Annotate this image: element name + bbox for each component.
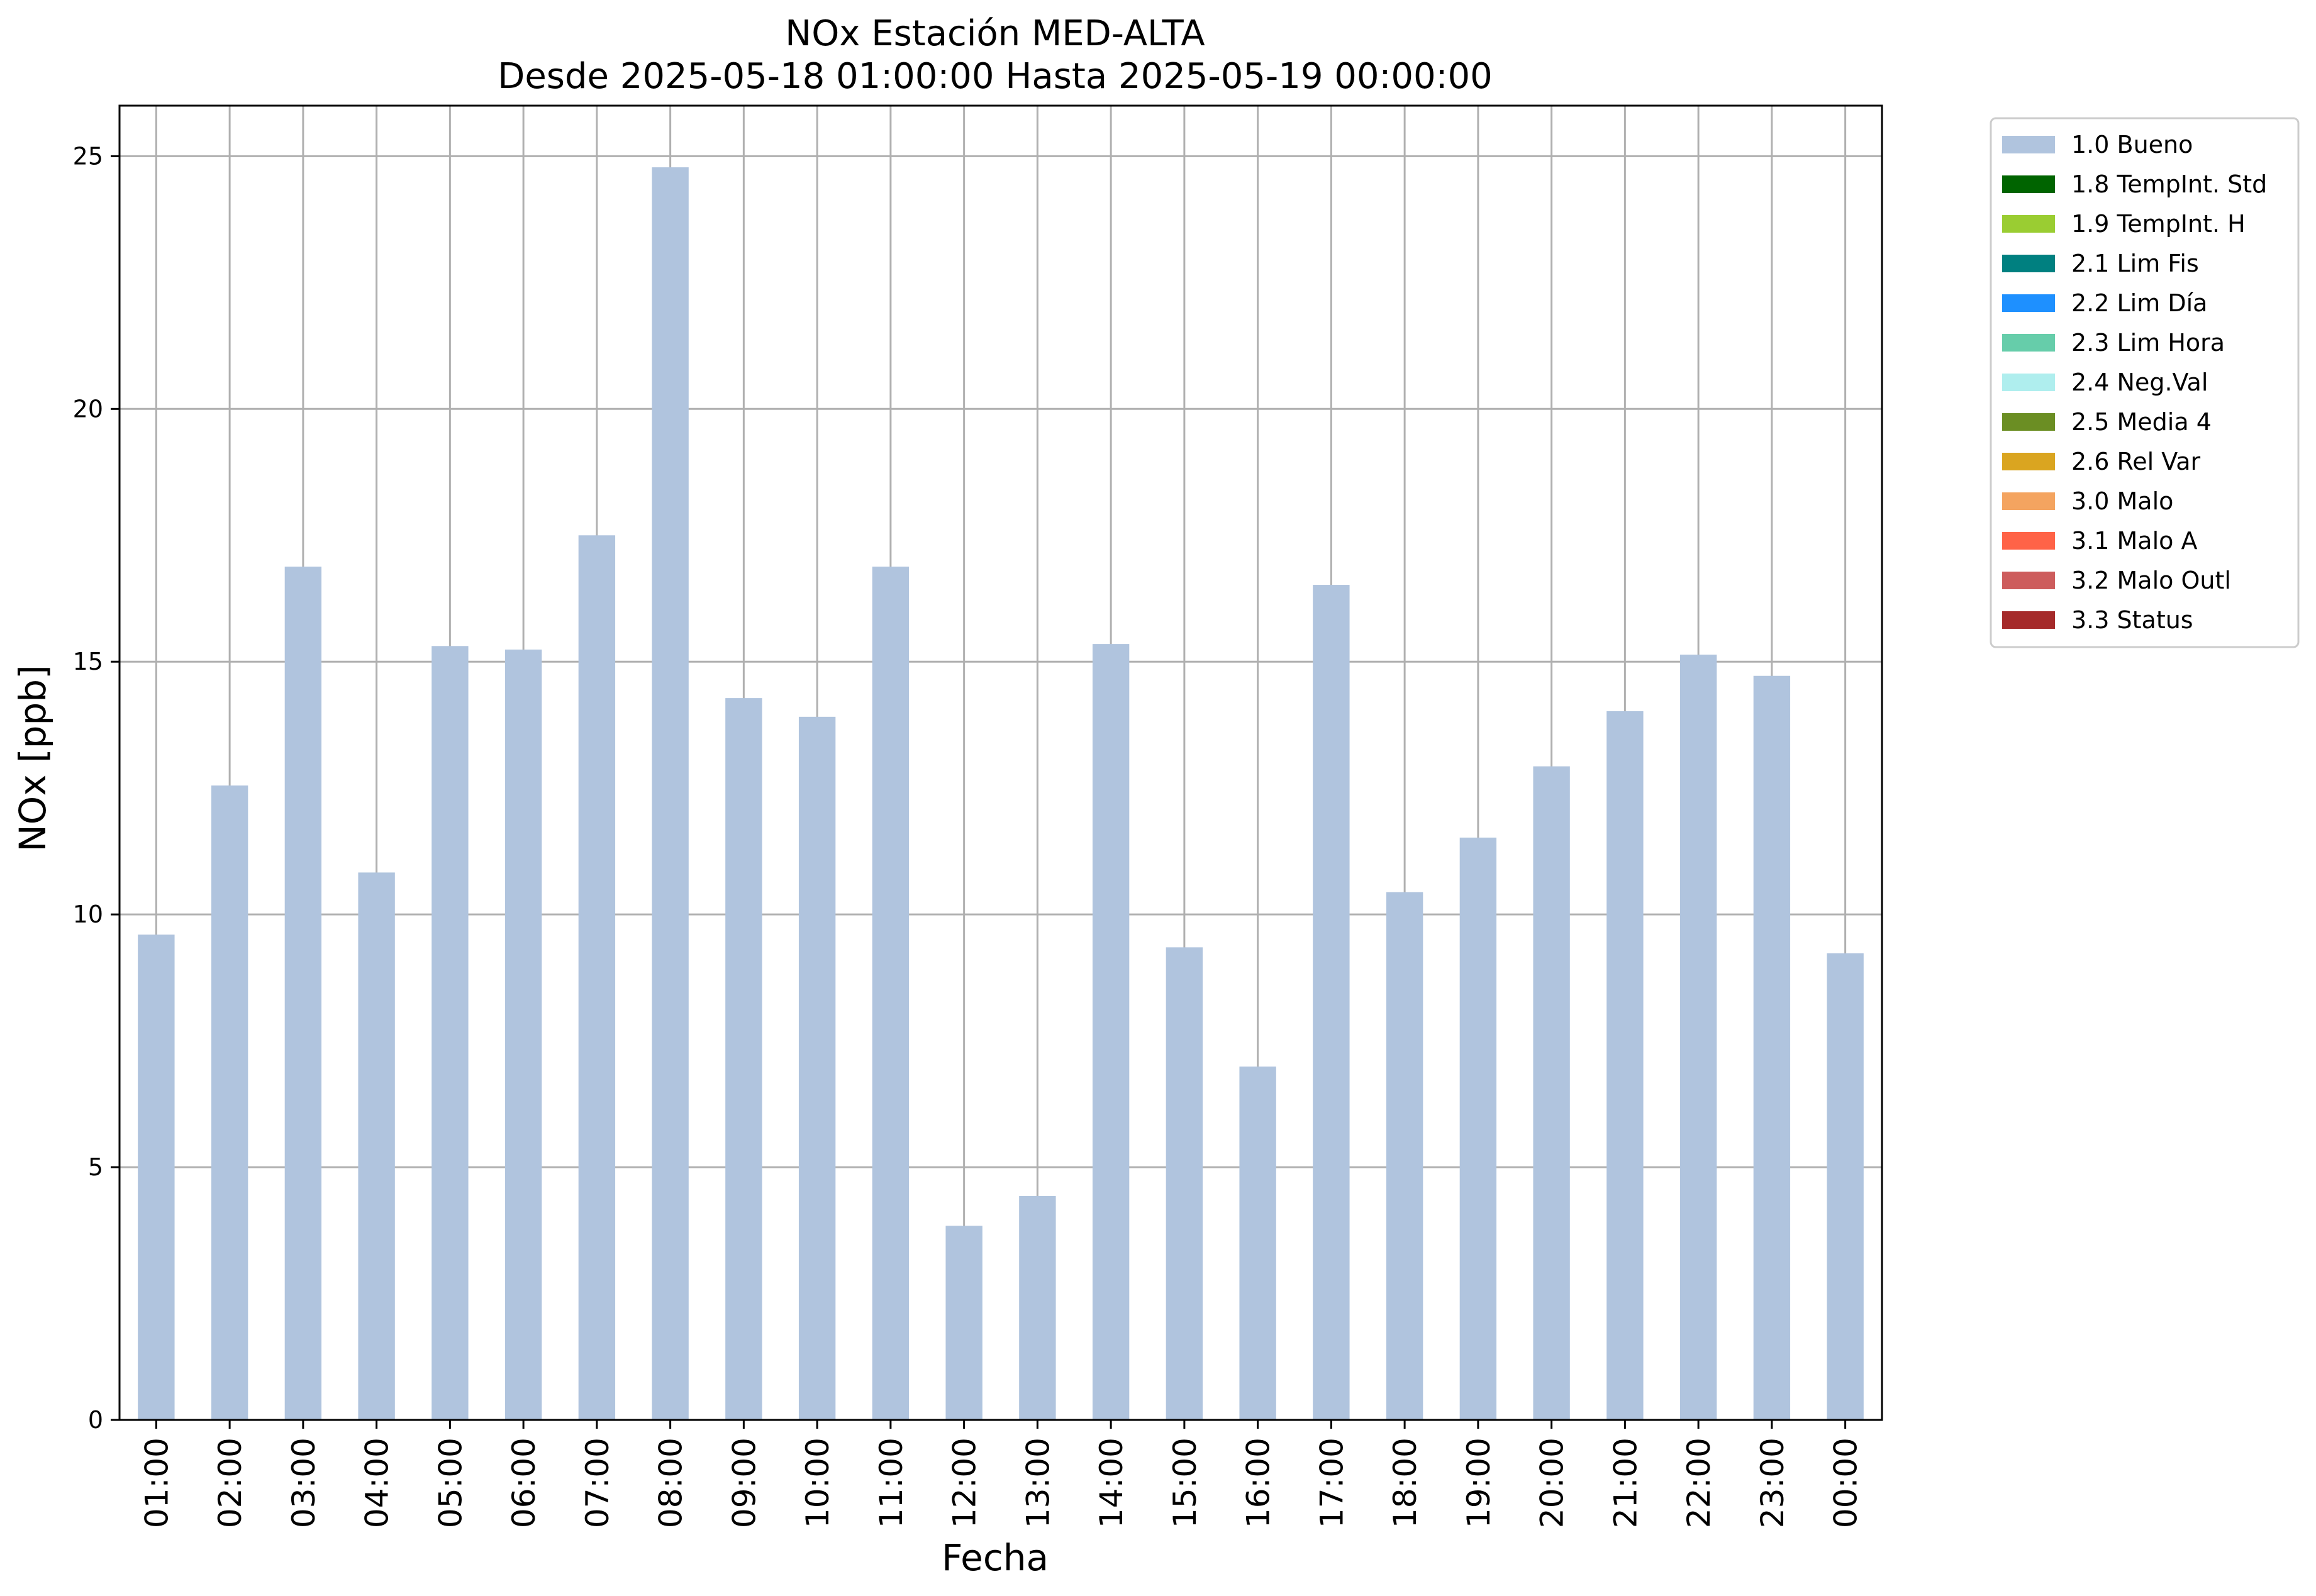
x-tick-label-11:00: 11:00 [873, 1438, 910, 1528]
legend-swatch-3.1 Malo A [2002, 532, 2055, 550]
x-tick-label-08:00: 08:00 [653, 1438, 689, 1528]
bar-07:00 [578, 535, 616, 1420]
legend-label-3.1 Malo A: 3.1 Malo A [2071, 527, 2197, 555]
y-tick-label-5: 5 [88, 1153, 103, 1181]
bar-19:00 [1459, 837, 1497, 1420]
y-tick-label-10: 10 [73, 901, 103, 928]
chart-subtitle: Desde 2025-05-18 01:00:00 Hasta 2025-05-… [498, 56, 1493, 97]
x-tick-label-07:00: 07:00 [579, 1438, 616, 1528]
x-tick-label-02:00: 02:00 [212, 1438, 248, 1528]
bar-08:00 [652, 167, 689, 1421]
legend-swatch-2.1 Lim Fis [2002, 255, 2055, 272]
bar-20:00 [1533, 766, 1570, 1420]
bar-06:00 [504, 649, 542, 1420]
bar-00:00 [1827, 953, 1864, 1420]
y-tick-label-20: 20 [73, 395, 103, 423]
bar-10:00 [798, 716, 836, 1420]
bar-03:00 [284, 567, 322, 1420]
bar-14:00 [1092, 644, 1130, 1420]
x-tick-label-21:00: 21:00 [1607, 1438, 1644, 1528]
legend-swatch-2.4 Neg.Val [2002, 374, 2055, 391]
x-tick-label-13:00: 13:00 [1020, 1438, 1056, 1528]
legend-label-3.0 Malo: 3.0 Malo [2071, 487, 2173, 515]
legend-swatch-2.5 Media 4 [2002, 413, 2055, 431]
legend-swatch-1.0 Bueno [2002, 136, 2055, 153]
x-tick-label-20:00: 20:00 [1534, 1438, 1571, 1528]
plot-area-frame [118, 104, 1883, 1421]
x-tick-label-06:00: 06:00 [506, 1438, 542, 1528]
bar-13:00 [1019, 1195, 1056, 1420]
legend-label-3.2 Malo Outl: 3.2 Malo Outl [2071, 567, 2231, 594]
legend-swatch-1.9 TempInt. H [2002, 215, 2055, 233]
x-tick-label-18:00: 18:00 [1387, 1438, 1423, 1528]
bar-16:00 [1239, 1067, 1276, 1420]
bar-09:00 [725, 698, 762, 1420]
x-axis-ticks: 01:00 02:00 03:00 04:00 05:00 06:00 07:00 08:00… [138, 1420, 1864, 1528]
x-tick-label-09:00: 09:00 [726, 1438, 762, 1528]
bar-11:00 [872, 567, 910, 1420]
legend-label-1.8 TempInt. Std: 1.8 TempInt. Std [2071, 170, 2267, 198]
bar-23:00 [1753, 675, 1791, 1420]
x-tick-label-19:00: 19:00 [1461, 1438, 1497, 1528]
y-axis-ticks: 0 5 10 15 20 25 [73, 142, 120, 1434]
x-tick-label-14:00: 14:00 [1093, 1438, 1130, 1528]
chart-title: NOx Estación MED-ALTA [785, 13, 1205, 54]
x-tick-label-22:00: 22:00 [1681, 1438, 1717, 1528]
bar-22:00 [1679, 654, 1717, 1420]
x-tick-label-16:00: 16:00 [1240, 1438, 1277, 1528]
x-axis-label: Fecha [942, 1536, 1049, 1579]
legend-box [1990, 117, 2300, 648]
legend-label-1.9 TempInt. H: 1.9 TempInt. H [2071, 210, 2246, 238]
legend-swatch-2.6 Rel Var [2002, 453, 2055, 470]
legend-label-2.3 Lim Hora: 2.3 Lim Hora [2071, 329, 2225, 357]
y-tick-label-25: 25 [73, 142, 103, 170]
legend-label-2.4 Neg.Val: 2.4 Neg.Val [2071, 369, 2208, 396]
y-axis-label: NOx [ppb] [11, 665, 54, 852]
legend-swatch-2.2 Lim Día [2002, 294, 2055, 312]
legend-swatch-2.3 Lim Hora [2002, 334, 2055, 352]
bar-12:00 [945, 1226, 983, 1420]
x-tick-label-03:00: 03:00 [286, 1438, 322, 1528]
legend-label-2.5 Media 4: 2.5 Media 4 [2071, 408, 2212, 436]
legend-label-1.0 Bueno: 1.0 Bueno [2071, 131, 2193, 158]
legend-swatch-3.0 Malo [2002, 492, 2055, 510]
y-tick-label-15: 15 [73, 648, 103, 675]
bars [138, 167, 1864, 1421]
bar-21:00 [1606, 711, 1644, 1420]
legend-label-2.2 Lim Día: 2.2 Lim Día [2071, 289, 2207, 317]
x-tick-label-12:00: 12:00 [947, 1438, 983, 1528]
x-tick-label-17:00: 17:00 [1313, 1438, 1350, 1528]
legend-label-3.3 Status: 3.3 Status [2071, 606, 2193, 634]
y-tick-label-0: 0 [88, 1406, 103, 1434]
bar-02:00 [211, 785, 248, 1420]
legend-swatch-3.2 Malo Outl [2002, 572, 2055, 589]
legend-swatch-3.3 Status [2002, 611, 2055, 629]
bar-04:00 [358, 872, 395, 1420]
x-tick-label-23:00: 23:00 [1754, 1438, 1791, 1528]
legend: 1.0 Bueno 1.8 TempInt. Std 1.9 TempInt. H 2… [1990, 117, 2300, 648]
x-tick-label-15:00: 15:00 [1167, 1438, 1203, 1528]
bar-15:00 [1166, 947, 1203, 1420]
x-tick-label-00:00: 00:00 [1828, 1438, 1864, 1528]
bar-18:00 [1386, 892, 1423, 1420]
bar-05:00 [431, 646, 469, 1420]
legend-label-2.6 Rel Var: 2.6 Rel Var [2071, 448, 2201, 475]
x-tick-label-01:00: 01:00 [138, 1438, 175, 1528]
x-tick-label-04:00: 04:00 [359, 1438, 396, 1528]
x-tick-label-05:00: 05:00 [432, 1438, 469, 1528]
legend-swatch-1.8 TempInt. Std [2002, 175, 2055, 193]
bar-17:00 [1313, 585, 1350, 1420]
x-tick-label-10:00: 10:00 [799, 1438, 836, 1528]
bar-01:00 [138, 934, 175, 1420]
legend-label-2.1 Lim Fis: 2.1 Lim Fis [2071, 250, 2199, 277]
